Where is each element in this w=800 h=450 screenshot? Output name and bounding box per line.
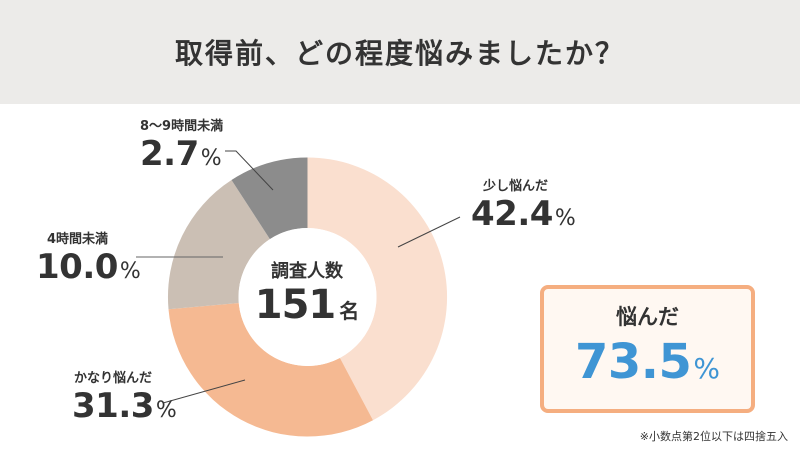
category-label: かなり悩んだ [74,371,153,386]
leader-line-very-worried [162,379,246,404]
respondents-unit: 名 [339,299,360,323]
respondents-label: 調査人数 [271,261,343,282]
percent-value: 42.4 [471,194,553,234]
label-under-4-hours: 4時間未満 10.0% [36,233,141,284]
donut-center: 調査人数 151 名 [247,261,367,328]
slice-very-worried [168,303,373,437]
category-label: 少し悩んだ [483,179,549,194]
label-slightly-worried: 少し悩んだ 42.4% [471,180,576,231]
category-label: 4時間未満 [47,232,109,247]
summary-box: 悩んだ 73.5% [540,285,755,413]
title-banner: 取得前、どの程度悩みましたか？ [0,0,800,104]
percent-value: 2.7 [140,134,199,174]
summary-label: 悩んだ [616,305,679,329]
leader-line-8-9-hours [225,150,274,191]
chart-title: 取得前、どの程度悩みましたか？ [174,37,625,70]
percent-unit: % [554,206,576,231]
label-very-worried: かなり悩んだ 31.3% [72,372,177,423]
summary-unit: % [693,352,721,385]
leader-line-slightly-worried [397,216,461,248]
respondents-count: 151 [254,282,336,328]
percent-unit: % [119,259,141,284]
slice-under-4-hours [167,180,270,310]
label-8-9-hours: 8〜9時間未満 2.7% [140,120,223,171]
footnote: ※小数点第2位以下は四捨五入 [639,430,788,443]
percent-unit: % [200,146,222,171]
percent-value: 10.0 [36,247,118,287]
category-label: 8〜9時間未満 [140,119,224,134]
percent-unit: % [155,398,177,423]
summary-value: 73.5 [574,334,692,390]
percent-value: 31.3 [72,386,154,426]
slice-8-9-hours [231,157,308,240]
donut-hole [238,228,377,366]
slice-slightly-worried [307,157,448,421]
